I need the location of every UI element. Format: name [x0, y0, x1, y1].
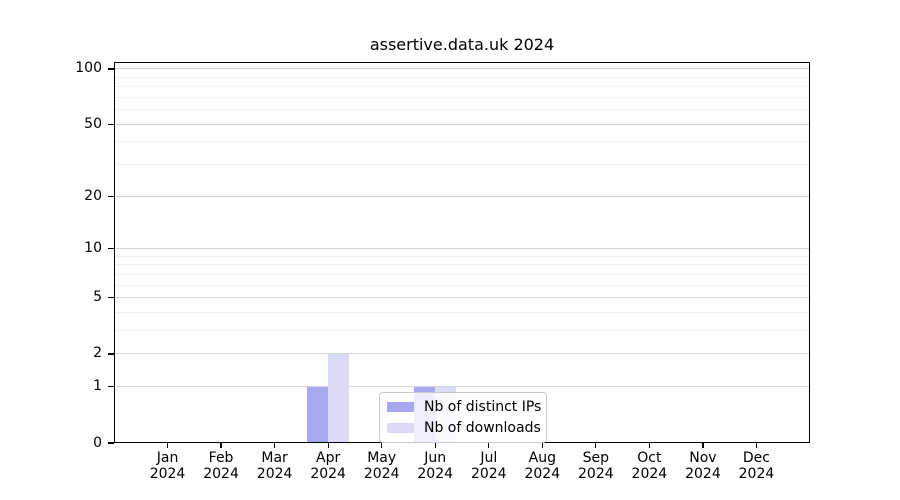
- y-axis-tick: [108, 297, 114, 299]
- y-axis-tick-label: 2: [93, 345, 102, 362]
- y-axis-tick-label: 50: [84, 115, 102, 132]
- x-tick-month: Aug: [528, 450, 556, 466]
- x-tick-month: Dec: [742, 450, 770, 466]
- gridline-major: [114, 68, 810, 70]
- y-axis-tick: [108, 68, 114, 70]
- x-axis-tick-label: Aug 2024: [512, 450, 572, 482]
- y-axis-tick-label: 10: [84, 240, 102, 257]
- x-axis-tick-label: Sep 2024: [566, 450, 626, 482]
- gridline-minor: [114, 109, 810, 111]
- y-axis-tick: [108, 386, 114, 388]
- x-axis-tick-label: Jun 2024: [405, 450, 465, 482]
- x-tick-month: May: [367, 450, 397, 466]
- x-tick-month: Jan: [156, 450, 179, 466]
- gridline-major: [114, 386, 810, 388]
- x-axis-tick: [595, 443, 597, 448]
- gridline-minor: [114, 273, 810, 275]
- x-tick-year: 2024: [631, 465, 668, 482]
- gridline-minor: [114, 330, 810, 332]
- x-tick-month: Feb: [208, 450, 234, 466]
- gridline-major: [114, 123, 810, 125]
- x-axis-tick: [648, 443, 650, 448]
- x-tick-year: 2024: [149, 465, 186, 482]
- x-tick-month: Jun: [424, 450, 447, 466]
- x-tick-year: 2024: [203, 465, 239, 482]
- y-axis-tick: [108, 442, 114, 444]
- x-axis-tick: [541, 443, 543, 448]
- x-tick-year: 2024: [256, 465, 293, 482]
- x-tick-year: 2024: [310, 465, 346, 482]
- x-tick-year: 2024: [578, 465, 614, 482]
- gridline-minor: [114, 264, 810, 266]
- x-axis-tick: [702, 443, 704, 448]
- y-axis-tick-label: 100: [75, 60, 102, 77]
- gridline-minor: [114, 284, 810, 286]
- bar-distinct-ips-apr: [307, 386, 329, 443]
- x-axis-tick-label: Feb 2024: [191, 450, 251, 482]
- gridline-minor: [114, 86, 810, 88]
- x-axis-tick-label: Oct 2024: [619, 450, 679, 482]
- x-axis-tick: [327, 443, 329, 448]
- legend-label-downloads: Nb of downloads: [424, 420, 541, 436]
- gridline-minor: [114, 164, 810, 166]
- x-tick-month: Sep: [582, 450, 610, 466]
- gridline-major: [114, 195, 810, 197]
- y-axis-tick-label: 5: [93, 289, 102, 306]
- x-axis-tick-label: Mar 2024: [245, 450, 305, 482]
- x-axis-tick-label: Nov 2024: [673, 450, 733, 482]
- gridline-major: [114, 297, 810, 299]
- gridline-minor: [114, 141, 810, 143]
- y-axis-tick-label: 0: [93, 434, 102, 451]
- legend-item-distinct-ips: Nb of distinct IPs: [387, 399, 542, 415]
- gridline-major: [114, 353, 810, 355]
- x-tick-month: Apr: [316, 450, 341, 466]
- y-axis-tick: [108, 248, 114, 250]
- legend-swatch-downloads: [387, 423, 414, 433]
- gridline-minor: [114, 76, 810, 78]
- x-axis-tick: [755, 443, 758, 448]
- x-axis-tick: [274, 443, 276, 448]
- x-tick-year: 2024: [417, 465, 454, 482]
- gridline-major: [114, 248, 810, 250]
- x-tick-month: Nov: [689, 450, 717, 466]
- x-axis-tick-label: Jul 2024: [459, 450, 519, 482]
- x-axis-tick-label: Jan 2024: [138, 450, 198, 482]
- x-axis-tick: [488, 443, 490, 448]
- y-axis-tick-label: 20: [84, 187, 102, 204]
- x-tick-year: 2024: [470, 465, 507, 482]
- x-axis-tick: [381, 443, 383, 448]
- x-axis-tick-label: May 2024: [352, 450, 412, 482]
- gridline-minor: [114, 312, 810, 314]
- x-tick-month: Oct: [637, 450, 662, 466]
- legend-item-downloads: Nb of downloads: [387, 420, 541, 436]
- x-tick-year: 2024: [524, 465, 561, 482]
- x-axis-tick: [220, 443, 222, 448]
- legend-swatch-distinct-ips: [387, 402, 414, 412]
- x-tick-year: 2024: [738, 465, 775, 482]
- x-axis-tick: [166, 443, 169, 448]
- x-tick-year: 2024: [363, 465, 400, 482]
- x-axis-tick: [434, 443, 436, 448]
- legend: Nb of distinct IPs Nb of downloads: [379, 392, 547, 443]
- bar-downloads-apr: [328, 353, 350, 443]
- x-axis-tick-label: Apr 2024: [298, 450, 358, 482]
- chart-title: assertive.data.uk 2024: [369, 35, 555, 54]
- gridline-minor: [114, 96, 810, 98]
- x-tick-month: Mar: [261, 450, 288, 466]
- legend-label-distinct-ips: Nb of distinct IPs: [424, 399, 542, 415]
- y-axis-tick-label: 1: [93, 378, 102, 395]
- y-axis-tick: [108, 195, 114, 197]
- gridline-minor: [114, 255, 810, 257]
- y-axis-tick: [108, 353, 114, 355]
- x-tick-year: 2024: [685, 465, 721, 482]
- y-axis-tick: [108, 123, 114, 125]
- x-axis-tick-label: Dec 2024: [726, 450, 786, 482]
- x-tick-month: Jul: [480, 450, 498, 466]
